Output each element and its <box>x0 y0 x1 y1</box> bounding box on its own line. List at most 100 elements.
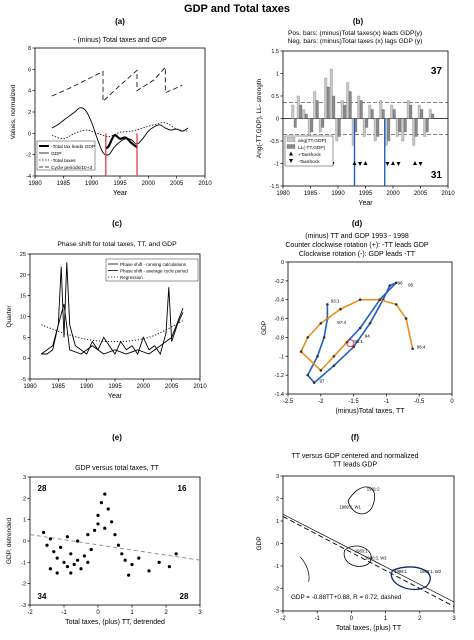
y-tick-label: -2 <box>26 153 31 159</box>
legend-swatch <box>289 159 293 163</box>
chart-title-line: TT leads GDP <box>333 462 378 469</box>
ang-bar <box>412 118 416 146</box>
plot-area: 1991:2 1989:1, W1 1983:1 2000:3, W3 1999:1 19… <box>283 486 454 607</box>
trajectory-loop <box>343 545 372 567</box>
ang-bar <box>346 82 350 119</box>
y-tick-label: 20 <box>20 273 26 279</box>
x-tick-label: 2010 <box>193 384 207 390</box>
trajectory-point <box>394 303 398 306</box>
ll-bar <box>370 109 374 119</box>
ll-bar <box>376 118 380 137</box>
trajectory-point <box>352 345 355 349</box>
panel-label: (b) <box>353 17 364 26</box>
y-tick-label: 1 <box>276 72 279 78</box>
scatter-point <box>157 560 161 564</box>
scatter-point <box>65 535 69 539</box>
y-tick-label: 4 <box>28 89 31 95</box>
ll-bar <box>420 109 424 119</box>
scatter-point <box>113 533 117 537</box>
chart-title: Phase shift for total taxes, TT, and GDP <box>57 241 177 248</box>
ang-bar <box>357 95 361 119</box>
y-tick-label: 0 <box>28 131 31 137</box>
scatter-point <box>130 562 134 567</box>
trajectory-point <box>378 298 382 302</box>
x-tick-label: 1985 <box>304 191 318 197</box>
chart-title: - (minus) Total taxes and GDP <box>73 37 167 44</box>
plot-frame <box>29 476 201 606</box>
ll-bar <box>304 113 308 119</box>
point-label: 95 <box>408 283 414 288</box>
chart-title-line: (minus) TT and GDP 1993 - 1998 <box>305 233 409 240</box>
x-tick-label: 1990 <box>85 181 99 187</box>
scatter-point <box>103 492 107 496</box>
scatter-point <box>174 552 178 556</box>
panel-label: (e) <box>112 433 122 442</box>
y-axis-label: GDP <box>256 536 263 550</box>
panel-a: (a) - (minus) Total taxes and GDP 1980 1985… <box>10 17 212 197</box>
x-tick-label: 3 <box>452 616 456 622</box>
x-tick-label: 0 <box>96 610 100 616</box>
quadrant-count-bottom-right: 28 <box>180 592 189 601</box>
y-tick-label: 1 <box>23 518 26 524</box>
legend-swatch <box>286 144 296 149</box>
ll-bar <box>381 109 385 119</box>
scatter-point <box>79 567 83 571</box>
trajectory-point <box>339 307 342 311</box>
x-tick-label: 1990 <box>331 191 345 197</box>
trajectory-point <box>306 336 309 339</box>
series-line <box>41 262 184 356</box>
count-bottom: 31 <box>431 170 443 181</box>
y-tick-label: -0.2 <box>275 279 284 285</box>
x-axis-label: Total taxes, (plus) TT, detrended <box>65 619 165 626</box>
y-tick-label: -1 <box>21 560 26 566</box>
scatter-point <box>86 560 90 564</box>
y-tick-label: -1.2 <box>275 373 284 379</box>
point-label: 97:4 <box>337 320 346 325</box>
legend-entry: -Taxshock <box>298 159 320 165</box>
y-tick-label: 0 <box>276 117 279 123</box>
scatter-point <box>96 522 100 526</box>
legend-entry: Phase shift - average cycle period <box>120 268 188 273</box>
series-line <box>51 66 183 103</box>
taxshock-up-marker <box>391 161 395 165</box>
quadrant-count-top-right: 16 <box>178 484 187 493</box>
y-axis-label: GDP <box>261 321 268 335</box>
x-tick-label: -2 <box>318 399 324 405</box>
y-tick-label: -1.5 <box>270 184 279 190</box>
ang-bar <box>307 118 311 137</box>
y-tick-label: 8 <box>28 46 31 52</box>
panel-d: (d) (minus) TT and GDP 1993 - 1998 Counter… <box>261 219 454 415</box>
quadrant-count-top-left: 28 <box>38 484 47 493</box>
x-tick-label: -1 <box>384 399 390 405</box>
ang-bar <box>313 91 317 119</box>
ll-bar <box>414 118 418 137</box>
ll-bar <box>343 104 347 119</box>
x-tick-label: 2 <box>418 616 422 622</box>
chart-title-line: Counter clockwise rotation (+): -TT lead… <box>285 242 429 249</box>
y-tick-label: 2 <box>23 496 26 502</box>
legend-entry: +Taxshock <box>298 152 321 158</box>
ang-bar <box>335 118 339 142</box>
trajectory-curve <box>299 556 310 582</box>
ang-bar <box>428 109 432 119</box>
y-tick-label: -0.6 <box>275 317 284 323</box>
trajectory-point <box>388 284 391 287</box>
series-line <box>105 134 138 150</box>
y-tick-label: -3 <box>274 609 279 615</box>
trajectory-line <box>300 298 414 372</box>
taxshock-down-marker <box>418 162 423 166</box>
figure-title: GDP and Total taxes <box>184 3 290 15</box>
legend-entry: Regression <box>120 275 143 280</box>
scatter-point <box>116 543 120 547</box>
point-label: 1989:1, W1 <box>339 505 361 510</box>
y-tick-label: -3 <box>21 603 26 609</box>
taxshock-down-marker <box>396 162 401 166</box>
ll-bar <box>293 118 297 128</box>
scatter-point <box>127 573 131 577</box>
scatter-point <box>69 571 73 575</box>
y-tick-label: -0.4 <box>275 298 284 304</box>
ll-bar <box>425 118 429 133</box>
y-tick-label: 25 <box>20 252 26 258</box>
ang-bar <box>291 104 295 119</box>
